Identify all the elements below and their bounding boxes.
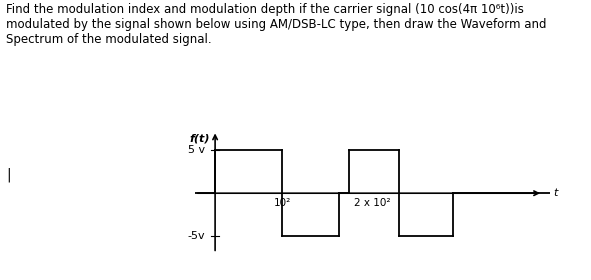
Text: -5v: -5v bbox=[187, 231, 205, 241]
Text: 2 x 10²: 2 x 10² bbox=[354, 198, 391, 208]
Text: t: t bbox=[553, 188, 557, 198]
Text: |: | bbox=[6, 168, 11, 183]
Text: 5 v: 5 v bbox=[188, 145, 205, 155]
Text: 10²: 10² bbox=[274, 198, 291, 208]
Text: f(t): f(t) bbox=[189, 133, 210, 143]
Text: Find the modulation index and modulation depth if the carrier signal (10 cos(4π : Find the modulation index and modulation… bbox=[6, 3, 547, 46]
